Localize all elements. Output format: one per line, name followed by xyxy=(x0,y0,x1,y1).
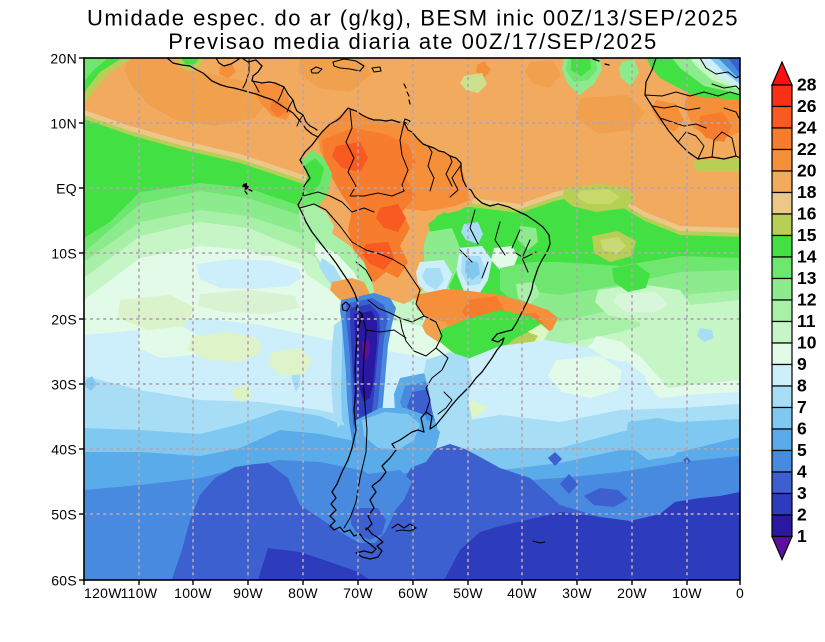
svg-text:24: 24 xyxy=(797,118,817,138)
svg-text:50S: 50S xyxy=(51,507,77,523)
svg-text:13: 13 xyxy=(797,268,817,288)
svg-text:100W: 100W xyxy=(174,585,212,601)
svg-text:EQ: EQ xyxy=(56,181,77,197)
svg-text:28: 28 xyxy=(797,75,817,95)
svg-text:60W: 60W xyxy=(398,585,428,601)
svg-text:40S: 40S xyxy=(51,442,77,458)
svg-text:10S: 10S xyxy=(51,246,77,262)
svg-text:4: 4 xyxy=(797,462,807,482)
svg-text:30S: 30S xyxy=(51,377,77,393)
svg-text:5: 5 xyxy=(797,440,807,460)
svg-text:11: 11 xyxy=(797,311,816,331)
svg-text:7: 7 xyxy=(797,397,807,417)
svg-text:110W: 110W xyxy=(121,585,158,601)
svg-text:120W: 120W xyxy=(84,585,122,601)
svg-text:80W: 80W xyxy=(288,585,318,601)
svg-text:6: 6 xyxy=(797,419,807,439)
svg-text:10N: 10N xyxy=(50,116,77,132)
svg-text:10W: 10W xyxy=(672,585,702,601)
svg-text:9: 9 xyxy=(797,354,807,374)
svg-text:12: 12 xyxy=(797,290,817,310)
svg-text:20N: 20N xyxy=(50,51,77,67)
svg-text:20S: 20S xyxy=(51,312,77,328)
svg-text:15: 15 xyxy=(797,225,817,245)
svg-text:22: 22 xyxy=(797,139,817,159)
svg-text:20: 20 xyxy=(797,161,817,181)
svg-text:50W: 50W xyxy=(453,585,483,601)
svg-text:8: 8 xyxy=(797,376,807,396)
svg-text:40W: 40W xyxy=(507,585,537,601)
svg-text:10: 10 xyxy=(797,333,817,353)
svg-text:0: 0 xyxy=(736,585,744,601)
svg-text:2: 2 xyxy=(797,505,807,525)
svg-text:Previsao media diaria ate 00Z/: Previsao media diaria ate 00Z/17/SEP/202… xyxy=(168,29,658,54)
svg-text:1: 1 xyxy=(797,526,807,546)
svg-text:30W: 30W xyxy=(562,585,592,601)
svg-text:26: 26 xyxy=(797,96,817,116)
svg-text:3: 3 xyxy=(797,483,807,503)
svg-text:Umidade espec. do ar (g/kg), B: Umidade espec. do ar (g/kg), BESM inic 0… xyxy=(87,6,739,31)
svg-text:20W: 20W xyxy=(617,585,647,601)
svg-text:14: 14 xyxy=(797,247,817,267)
svg-text:60S: 60S xyxy=(51,573,77,589)
svg-text:90W: 90W xyxy=(233,585,263,601)
svg-text:16: 16 xyxy=(797,204,817,224)
svg-text:70W: 70W xyxy=(343,585,373,601)
svg-text:18: 18 xyxy=(797,182,817,202)
